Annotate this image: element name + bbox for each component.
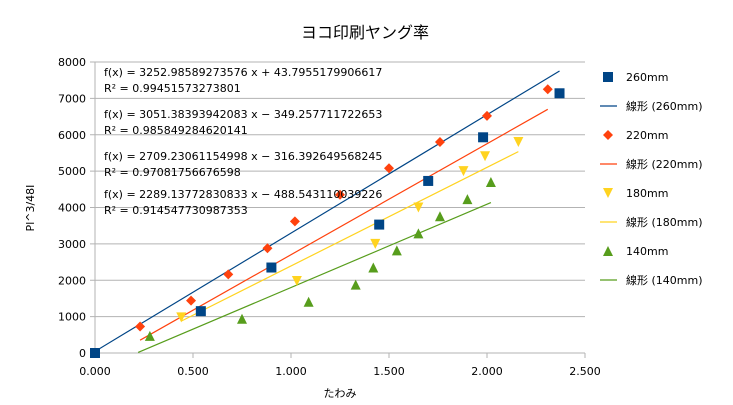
point-140mm [413, 228, 424, 239]
y-tick-label: 2000 [58, 274, 86, 287]
y-tick-label: 3000 [58, 238, 86, 251]
y-tick-label: 8000 [58, 56, 86, 69]
point-140mm [368, 262, 379, 273]
point-220mm [434, 137, 445, 148]
point-220mm [186, 295, 197, 306]
trend-lines [95, 70, 560, 353]
point-180mm [413, 202, 424, 213]
trend-equation: f(x) = 3252.98589273576 x + 43.795517990… [104, 66, 382, 79]
x-tick-label: 2.000 [471, 365, 503, 378]
x-tick-label: 1.000 [275, 365, 307, 378]
x-tick-label: 1.500 [373, 365, 405, 378]
point-180mm [513, 137, 524, 148]
y-tick-label: 0 [79, 347, 86, 360]
point-260mm [195, 306, 206, 317]
y-axis-title: Pl^3/48I [24, 185, 37, 232]
point-260mm [478, 132, 489, 143]
legend-label: 線形 (140mm) [626, 273, 703, 287]
x-tick-label: 2.500 [569, 365, 601, 378]
point-180mm [480, 151, 491, 162]
legend-marker-260mm [603, 72, 613, 82]
point-260mm [266, 262, 277, 273]
point-140mm [303, 296, 314, 307]
point-260mm [90, 348, 100, 358]
legend-label: 線形 (220mm) [626, 157, 703, 171]
point-260mm [423, 175, 434, 186]
legend-label: 180mm [626, 187, 668, 200]
legend: 260mm 線形 (260mm) 220mm 線形 (220mm) 180mm 線形 (1… [600, 71, 703, 287]
legend-marker-220mm [603, 130, 613, 140]
x-tick-label: 0.500 [177, 365, 209, 378]
legend-marker-140mm [603, 246, 613, 256]
y-tick-label: 5000 [58, 165, 86, 178]
point-220mm [384, 163, 394, 174]
point-140mm [434, 211, 445, 222]
point-180mm [370, 238, 381, 249]
y-tick-labels: 0 1000 2000 3000 4000 5000 6000 7000 8000 [58, 56, 86, 360]
point-220mm [223, 269, 234, 280]
data-points [90, 84, 565, 358]
x-tick-labels: 0.000 0.500 1.000 1.500 2.000 2.500 [79, 365, 601, 378]
legend-label: 線形 (180mm) [626, 215, 703, 229]
trend-equation: f(x) = 2289.13772830833 x − 488.54311003… [104, 188, 382, 201]
point-180mm [176, 312, 187, 323]
point-220mm [262, 243, 273, 254]
point-140mm [485, 177, 496, 188]
trend-r2: R² = 0.97081756676598 [104, 166, 241, 179]
legend-label: 260mm [626, 71, 668, 84]
point-140mm [462, 194, 473, 205]
point-140mm [350, 279, 361, 290]
point-260mm [554, 88, 565, 99]
trend-equations: f(x) = 3252.98589273576 x + 43.795517990… [104, 66, 382, 217]
trendline-220mm [139, 108, 549, 341]
trend-equation: f(x) = 3051.38393942083 x − 349.25771172… [104, 108, 382, 121]
y-tick-label: 7000 [58, 92, 86, 105]
trendline-180mm [180, 151, 519, 322]
point-180mm [291, 275, 302, 286]
point-260mm [374, 219, 385, 230]
legend-label: 220mm [626, 129, 668, 142]
trendline-140mm [137, 202, 492, 353]
trendline-260mm [95, 70, 560, 352]
legend-marker-180mm [603, 188, 613, 198]
point-180mm [458, 166, 469, 177]
legend-label: 線形 (260mm) [626, 99, 703, 113]
point-220mm [542, 84, 553, 95]
y-tick-label: 4000 [58, 202, 86, 215]
trend-r2: R² = 0.985849284620141 [104, 124, 248, 137]
point-140mm [237, 313, 247, 324]
y-tick-label: 6000 [58, 129, 86, 142]
chart-title: ヨコ印刷ヤング率 [301, 23, 429, 42]
trend-equation: f(x) = 2709.23061154998 x − 316.39264956… [104, 150, 382, 163]
y-tick-label: 1000 [58, 311, 86, 324]
point-220mm [135, 321, 146, 332]
x-axis-title: たわみ [324, 387, 357, 400]
trend-r2: R² = 0.99451573273801 [104, 82, 241, 95]
axes [94, 62, 585, 354]
legend-label: 140mm [626, 245, 668, 258]
point-220mm [482, 110, 492, 121]
point-140mm [391, 245, 402, 256]
trend-r2: R² = 0.914547730987353 [104, 204, 248, 217]
point-220mm [335, 189, 345, 200]
x-tick-label: 0.000 [79, 365, 111, 378]
point-140mm [144, 330, 155, 341]
point-220mm [289, 216, 300, 227]
